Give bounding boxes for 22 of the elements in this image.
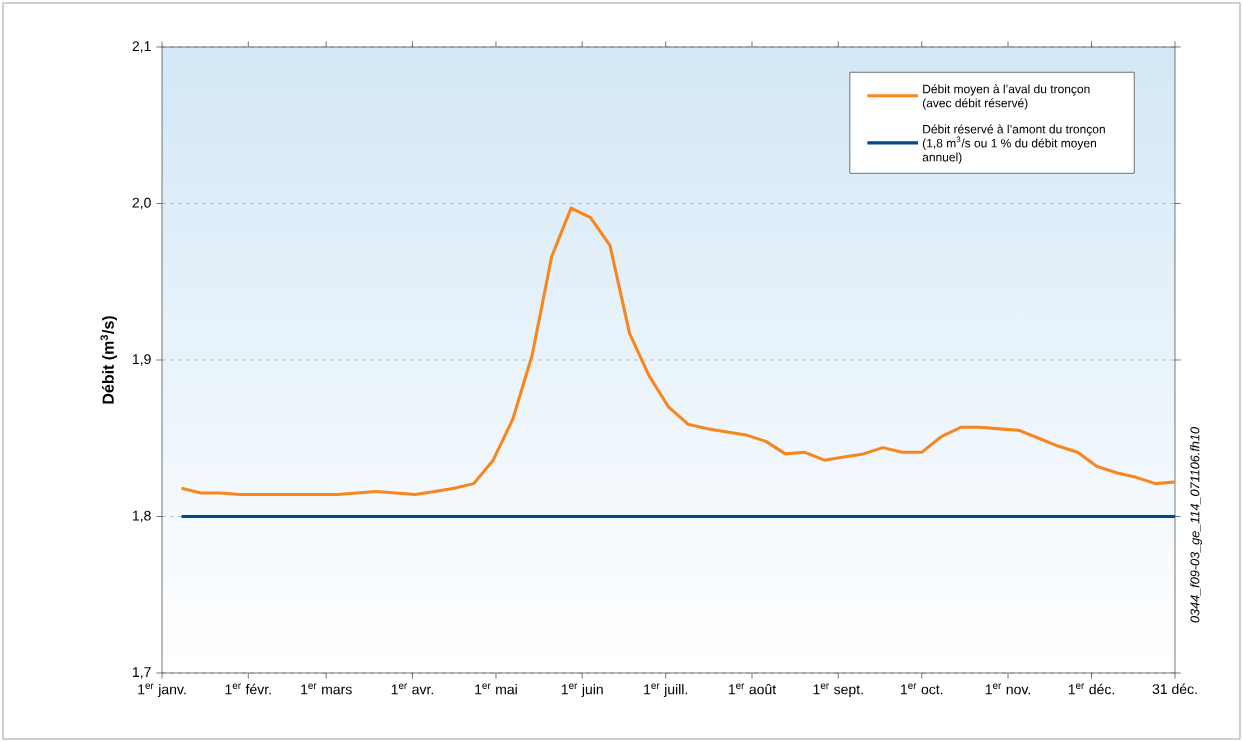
x-tick-label: 1$^{er}$ mai	[475, 683, 517, 695]
y-tick-label: 1,8	[132, 510, 151, 523]
x-tick-label: 1$^{er}$ août	[728, 683, 777, 695]
legend-label: Débit réservé à l’amont du tronçon (1,8 m$^{3}$/s ou 1 % du débit moyen annuel)	[922, 124, 1105, 164]
x-tick-label: 1$^{er}$ déc.	[1068, 683, 1114, 695]
x-tick-label: 1$^{er}$ avr.	[391, 683, 434, 695]
y-tick-label: 2,1	[132, 41, 151, 53]
y-tick-label: 2,0	[132, 197, 151, 210]
x-tick-label: 1$^{er}$ mars	[301, 683, 352, 695]
text: 0344_f09-03_ge_114_071106.fh10	[1190, 427, 1202, 623]
legend-label: Débit moyen à l’aval du tronçon (avec débit réservé)	[922, 84, 1090, 110]
y-tick-label: 1,7	[132, 667, 151, 679]
x-tick-label: 1$^{er}$ févr.	[225, 683, 271, 695]
x-tick-label: 1$^{er}$ sept.	[813, 683, 863, 698]
x-tick-label: 1$^{er}$ oct.	[901, 683, 943, 695]
x-tick-label: 1$^{er}$ janv.	[138, 683, 186, 698]
x-tick-label: 1$^{er}$ juin	[561, 683, 603, 698]
x-tick-label: 1$^{er}$ nov.	[985, 683, 1030, 695]
x-tick-label: 31 déc.	[1152, 683, 1197, 695]
y-tick-label: 1,9	[132, 354, 151, 366]
text: Débit (m$^{3}$/s)	[100, 316, 117, 404]
x-tick-label: 1$^{er}$ juill.	[644, 683, 688, 698]
